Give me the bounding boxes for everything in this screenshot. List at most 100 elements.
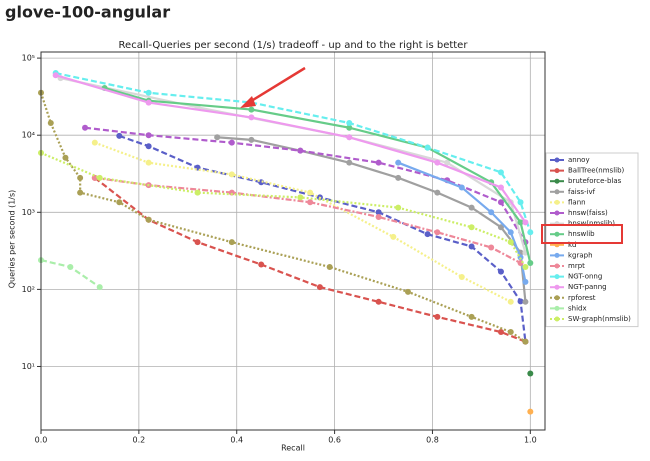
legend-marker <box>554 210 560 216</box>
data-point <box>488 209 495 216</box>
data-point <box>522 219 529 226</box>
data-point <box>497 268 504 275</box>
data-point <box>194 239 201 246</box>
data-point <box>316 284 323 291</box>
data-point <box>346 134 353 141</box>
data-point <box>145 143 152 150</box>
legend-label: rpforest <box>568 294 596 302</box>
data-point <box>507 329 514 336</box>
data-point <box>116 199 123 206</box>
x-tick-label: 0.2 <box>132 436 145 445</box>
data-point <box>77 189 84 196</box>
data-point <box>62 154 69 161</box>
data-point <box>96 174 103 181</box>
data-point <box>248 136 255 143</box>
legend-label: kgraph <box>568 251 593 259</box>
x-tick-label: 0.8 <box>426 436 439 445</box>
data-point <box>145 89 152 96</box>
data-point <box>527 229 534 236</box>
data-point <box>258 261 265 268</box>
legend-label: faiss-ivf <box>568 188 596 196</box>
data-point <box>346 124 353 131</box>
data-point <box>390 233 397 240</box>
legend-label: hnsw(faiss) <box>568 209 608 217</box>
data-point <box>404 288 411 295</box>
highlight-box <box>541 224 623 244</box>
data-point <box>307 189 314 196</box>
annotation-arrowhead <box>240 96 256 108</box>
legend-marker <box>554 263 560 269</box>
data-point <box>297 194 304 201</box>
data-point <box>434 229 441 236</box>
data-point <box>527 370 534 377</box>
data-point <box>228 171 235 178</box>
legend-marker <box>554 189 560 195</box>
legend-marker <box>554 316 560 322</box>
data-point <box>522 298 529 305</box>
data-point <box>96 284 103 291</box>
legend-marker <box>554 284 560 290</box>
data-point <box>522 278 529 285</box>
data-point <box>517 298 524 305</box>
data-point <box>497 329 504 336</box>
legend-marker <box>554 295 560 301</box>
series-line <box>60 77 527 253</box>
x-axis-label: Recall <box>281 444 305 453</box>
data-point <box>424 231 431 238</box>
data-point <box>116 132 123 139</box>
data-point <box>458 184 465 191</box>
data-point <box>375 298 382 305</box>
data-point <box>434 313 441 320</box>
x-tick-label: 0.4 <box>230 436 243 445</box>
data-point <box>82 124 89 131</box>
data-point <box>346 119 353 126</box>
data-point <box>424 144 431 151</box>
series-line <box>40 151 527 268</box>
x-tick-label: 0.6 <box>328 436 341 445</box>
legend-marker <box>554 274 560 280</box>
legend-marker <box>554 157 560 163</box>
data-point <box>77 174 84 181</box>
legend-label: BallTree(nmslib) <box>568 167 625 175</box>
data-point <box>507 229 514 236</box>
legend-marker <box>554 305 560 311</box>
legend-marker <box>554 168 560 174</box>
y-tick-label: 10³ <box>22 208 35 217</box>
data-point <box>444 159 451 166</box>
data-point <box>91 139 98 146</box>
y-tick-label: 10¹ <box>22 362 35 371</box>
annotation-arrow <box>247 66 306 105</box>
data-point <box>507 298 514 305</box>
data-point <box>145 99 152 106</box>
plot-frame <box>40 51 546 431</box>
y-tick-label: 10⁴ <box>22 131 35 140</box>
series-line <box>104 86 532 264</box>
data-point <box>395 174 402 181</box>
data-point <box>47 119 54 126</box>
data-point <box>497 224 504 231</box>
data-point <box>517 199 524 206</box>
y-axis-label: Queries per second (1/s) <box>8 190 17 289</box>
legend-label: hnsw(nmslib) <box>568 220 615 228</box>
legend-label: bruteforce-blas <box>568 177 622 185</box>
legend-label: shidx <box>568 304 587 312</box>
data-point <box>488 244 495 251</box>
series-line <box>94 176 522 264</box>
data-point <box>145 132 152 139</box>
data-point <box>52 72 59 79</box>
legend-label: flann <box>568 198 586 206</box>
data-point <box>458 273 465 280</box>
legend-marker <box>554 252 560 258</box>
data-point <box>248 106 255 113</box>
legend-label: NGT-onng <box>568 273 602 281</box>
data-point <box>326 264 333 271</box>
legend-label: NGT-panng <box>568 283 607 291</box>
data-point <box>228 139 235 146</box>
data-point <box>497 184 504 191</box>
page-title: glove-100-angular <box>5 3 170 22</box>
data-point <box>517 219 524 226</box>
data-point <box>507 239 514 246</box>
chart-title: Recall-Queries per second (1/s) tradeoff… <box>119 40 469 51</box>
